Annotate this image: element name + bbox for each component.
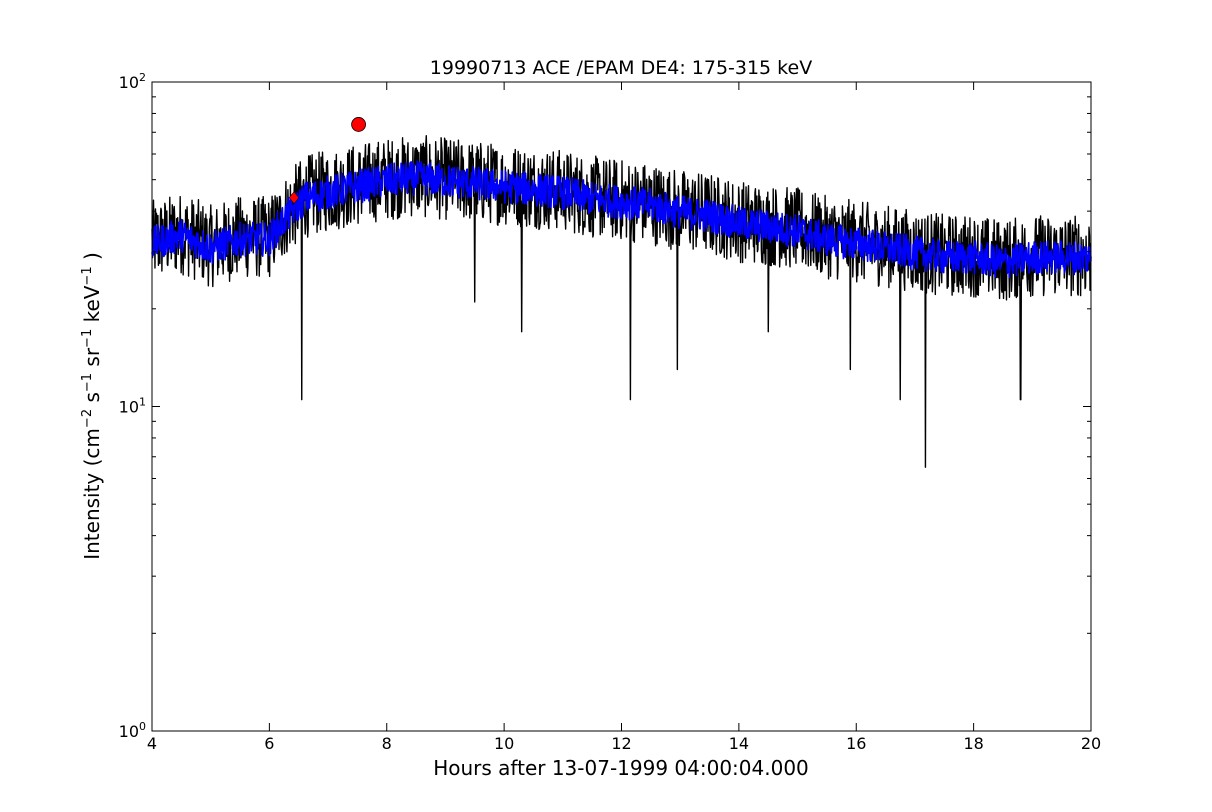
y-axis-title-prefix: Intensity (cm [80,428,104,560]
x-tick-label: 4 [147,734,157,753]
y-tick-label-exp: 1 [139,396,146,409]
y-tick-label-base: 10 [119,722,139,741]
y-tick-label: 102 [119,71,146,92]
event-marker-circle [351,117,366,132]
series-line-1 [151,135,1092,468]
y-tick-label-base: 10 [119,398,139,417]
tick-marks [151,81,1092,732]
x-tick-label: 6 [264,734,274,753]
y-axis-title-s: s [80,392,104,409]
y-axis-title-exp: −1 [80,329,95,348]
x-tick-label: 14 [729,734,749,753]
x-tick-label: 16 [846,734,866,753]
chart-title: 19990713 ACE /EPAM DE4: 175-315 keV [430,57,812,79]
y-axis-title-exp: −1 [80,373,95,392]
series-line-2 [151,160,1092,279]
y-axis-title-exp: −2 [80,409,95,428]
x-tick-label: 8 [382,734,392,753]
x-tick-label: 10 [494,734,514,753]
y-tick-label-exp: 0 [139,720,146,733]
x-axis-title: Hours after 13-07-1999 04:00:04.000 [433,756,809,780]
y-tick-label: 100 [119,720,146,741]
plot-area [151,117,1092,468]
event-marker-diamond [288,191,300,205]
y-axis-title-suffix: ) [80,252,104,266]
y-tick-label-base: 10 [119,73,139,92]
y-axis-title: Intensity (cm−2 s−1 sr−1 keV−1 ) [80,252,104,560]
x-tick-label: 18 [963,734,983,753]
x-tick-label: 20 [1081,734,1101,753]
y-axis-title-sr: sr [80,347,104,373]
x-tick-label: 12 [611,734,631,753]
y-axis-title-kev: keV [80,285,104,329]
x-tick-labels: 4 6 8 10 12 14 16 18 20 [147,734,1101,753]
y-axis-title-exp: −1 [80,266,95,285]
y-tick-label: 101 [119,396,146,417]
y-tick-label-exp: 2 [139,71,146,84]
